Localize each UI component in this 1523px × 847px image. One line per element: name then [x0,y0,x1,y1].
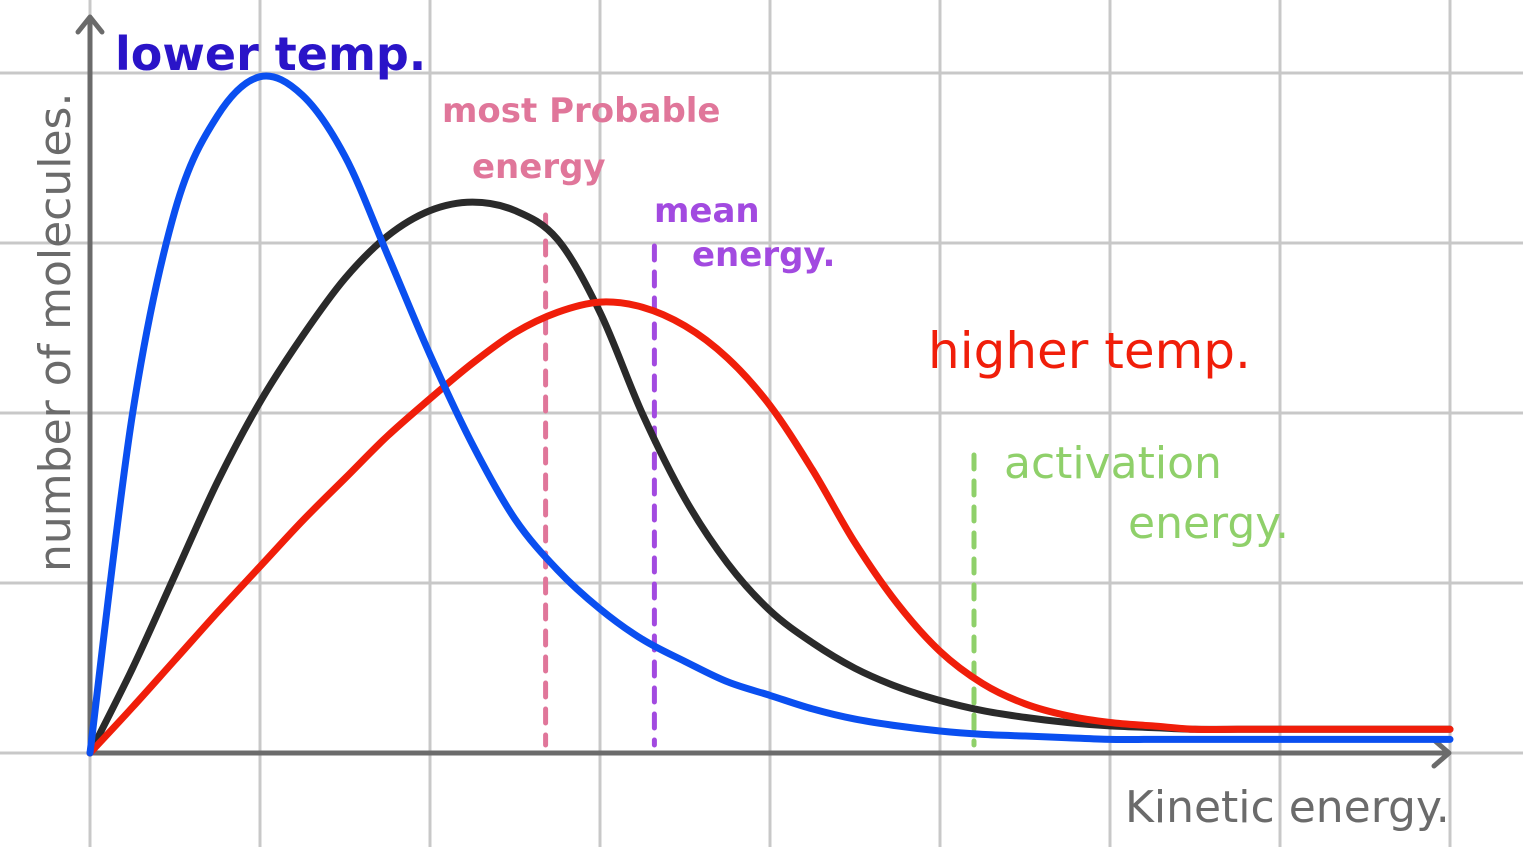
y-axis-label: number of molecules. [30,93,81,572]
axes [75,14,1452,769]
activation-energy-label-line2: energy. [1128,498,1289,549]
x-axis-arrow [1431,737,1452,769]
energy-markers [543,212,977,748]
mean-energy-label-line2: energy. [692,235,835,275]
series-label-higher-temp: higher temp. [928,322,1251,380]
activation-energy-label-line1: activation [1004,438,1222,489]
curve-lower-temp [86,72,1454,757]
y-axis-arrow [75,14,105,35]
mean-energy-label-line1: mean [654,191,760,231]
series-label-lower-temp: lower temp. [115,27,426,81]
most-probable-energy-label-line2: energy [472,147,606,187]
x-axis-label: Kinetic energy. [1125,782,1450,833]
curve-higher-temp [86,298,1454,757]
distribution-curves [86,72,1454,757]
most-probable-energy-label-line1: most Probable [442,91,721,131]
